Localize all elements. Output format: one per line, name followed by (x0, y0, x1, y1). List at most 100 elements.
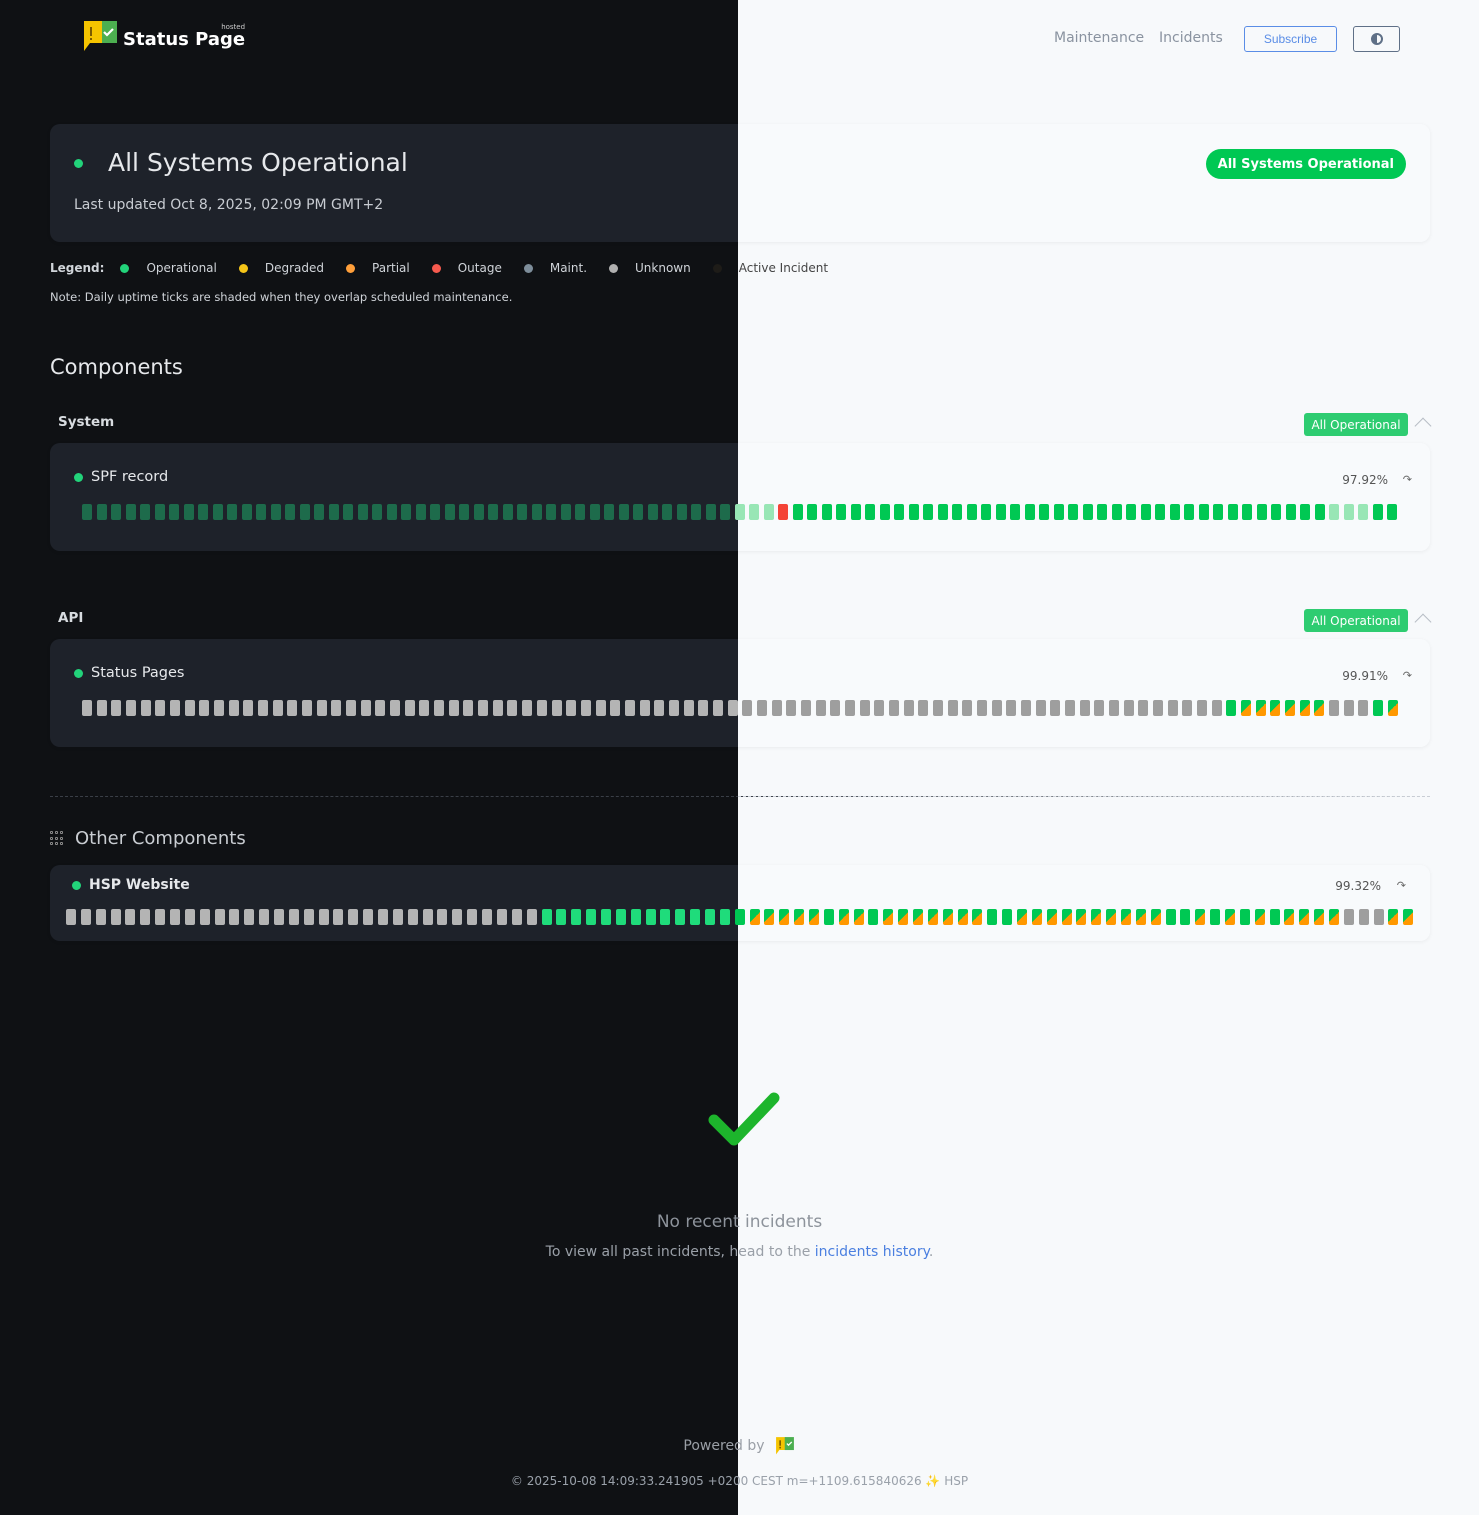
uptime-tick[interactable] (536, 700, 547, 716)
uptime-tick[interactable] (675, 909, 686, 925)
uptime-tick[interactable] (452, 909, 463, 925)
uptime-tick[interactable] (1358, 700, 1369, 716)
uptime-tick[interactable] (184, 700, 195, 716)
uptime-tick[interactable] (378, 909, 389, 925)
uptime-tick[interactable] (610, 700, 621, 716)
uptime-tick[interactable] (1314, 909, 1325, 925)
uptime-tick[interactable] (1373, 909, 1384, 925)
theme-toggle-button[interactable] (1353, 26, 1400, 52)
uptime-tick[interactable] (287, 700, 298, 716)
uptime-tick[interactable] (1079, 700, 1090, 716)
uptime-tick[interactable] (1285, 504, 1296, 520)
uptime-tick[interactable] (1254, 909, 1265, 925)
uptime-tick[interactable] (947, 700, 958, 716)
uptime-tick[interactable] (346, 700, 357, 716)
uptime-tick[interactable] (386, 504, 397, 520)
uptime-tick[interactable] (1091, 909, 1102, 925)
uptime-tick[interactable] (1082, 504, 1093, 520)
uptime-tick[interactable] (437, 909, 448, 925)
uptime-tick[interactable] (1358, 504, 1368, 520)
uptime-tick[interactable] (546, 504, 556, 520)
uptime-tick[interactable] (331, 700, 342, 716)
uptime-tick[interactable] (1053, 504, 1064, 520)
uptime-tick[interactable] (1121, 909, 1132, 925)
uptime-tick[interactable] (110, 909, 121, 925)
uptime-tick[interactable] (274, 909, 285, 925)
uptime-tick[interactable] (401, 504, 411, 520)
uptime-tick[interactable] (328, 504, 339, 520)
uptime-tick[interactable] (639, 700, 650, 716)
uptime-tick[interactable] (357, 504, 368, 520)
uptime-tick[interactable] (82, 700, 92, 716)
uptime-tick[interactable] (1329, 700, 1340, 716)
refresh-icon[interactable]: ↷ (1396, 879, 1406, 892)
uptime-tick[interactable] (1314, 504, 1325, 520)
uptime-tick[interactable] (1210, 909, 1221, 925)
uptime-tick[interactable] (600, 909, 611, 925)
uptime-tick[interactable] (1373, 700, 1384, 716)
uptime-tick[interactable] (868, 909, 879, 925)
uptime-tick[interactable] (363, 909, 374, 925)
uptime-tick[interactable] (894, 504, 904, 520)
uptime-tick[interactable] (1239, 909, 1250, 925)
uptime-tick[interactable] (96, 504, 107, 520)
uptime-tick[interactable] (1197, 700, 1208, 716)
uptime-tick[interactable] (1050, 700, 1061, 716)
uptime-tick[interactable] (763, 504, 774, 520)
uptime-tick[interactable] (1225, 909, 1236, 925)
uptime-tick[interactable] (140, 504, 150, 520)
uptime-tick[interactable] (560, 504, 571, 520)
uptime-tick[interactable] (1150, 909, 1161, 925)
uptime-tick[interactable] (1076, 909, 1087, 925)
nav-incidents[interactable]: Incidents (1159, 30, 1223, 46)
uptime-tick[interactable] (898, 909, 909, 925)
uptime-tick[interactable] (838, 909, 849, 925)
uptime-tick[interactable] (1184, 504, 1194, 520)
uptime-tick[interactable] (415, 504, 426, 520)
uptime-tick[interactable] (1002, 909, 1013, 925)
uptime-tick[interactable] (1372, 504, 1383, 520)
chevron-up-icon[interactable] (1414, 417, 1432, 435)
uptime-tick[interactable] (228, 700, 239, 716)
uptime-tick[interactable] (241, 504, 252, 520)
uptime-tick[interactable] (683, 700, 694, 716)
uptime-tick[interactable] (1213, 504, 1223, 520)
uptime-tick[interactable] (459, 504, 469, 520)
uptime-tick[interactable] (794, 909, 805, 925)
uptime-tick[interactable] (764, 909, 775, 925)
uptime-tick[interactable] (1358, 909, 1369, 925)
uptime-tick[interactable] (749, 504, 759, 520)
uptime-tick[interactable] (903, 700, 914, 716)
uptime-tick[interactable] (1299, 700, 1310, 716)
refresh-icon[interactable]: ↷ (1402, 669, 1412, 682)
uptime-tick[interactable] (792, 504, 803, 520)
uptime-tick[interactable] (1024, 504, 1035, 520)
uptime-tick[interactable] (957, 909, 968, 925)
uptime-tick[interactable] (198, 504, 208, 520)
uptime-tick[interactable] (850, 504, 861, 520)
uptime-tick[interactable] (719, 909, 730, 925)
uptime-tick[interactable] (473, 504, 484, 520)
uptime-tick[interactable] (1198, 504, 1209, 520)
uptime-tick[interactable] (1065, 700, 1076, 716)
uptime-tick[interactable] (478, 700, 489, 716)
uptime-tick[interactable] (660, 909, 671, 925)
uptime-tick[interactable] (771, 700, 782, 716)
uptime-tick[interactable] (95, 909, 106, 925)
uptime-tick[interactable] (995, 504, 1006, 520)
uptime-tick[interactable] (1046, 909, 1057, 925)
uptime-tick[interactable] (155, 909, 166, 925)
uptime-tick[interactable] (170, 909, 181, 925)
uptime-tick[interactable] (1123, 700, 1134, 716)
uptime-tick[interactable] (807, 504, 817, 520)
uptime-tick[interactable] (80, 909, 91, 925)
uptime-tick[interactable] (1269, 909, 1280, 925)
uptime-tick[interactable] (1343, 504, 1354, 520)
uptime-tick[interactable] (140, 909, 151, 925)
uptime-tick[interactable] (214, 909, 225, 925)
uptime-tick[interactable] (199, 909, 210, 925)
uptime-tick[interactable] (140, 700, 151, 716)
uptime-tick[interactable] (662, 504, 672, 520)
uptime-tick[interactable] (430, 504, 440, 520)
uptime-tick[interactable] (507, 700, 518, 716)
